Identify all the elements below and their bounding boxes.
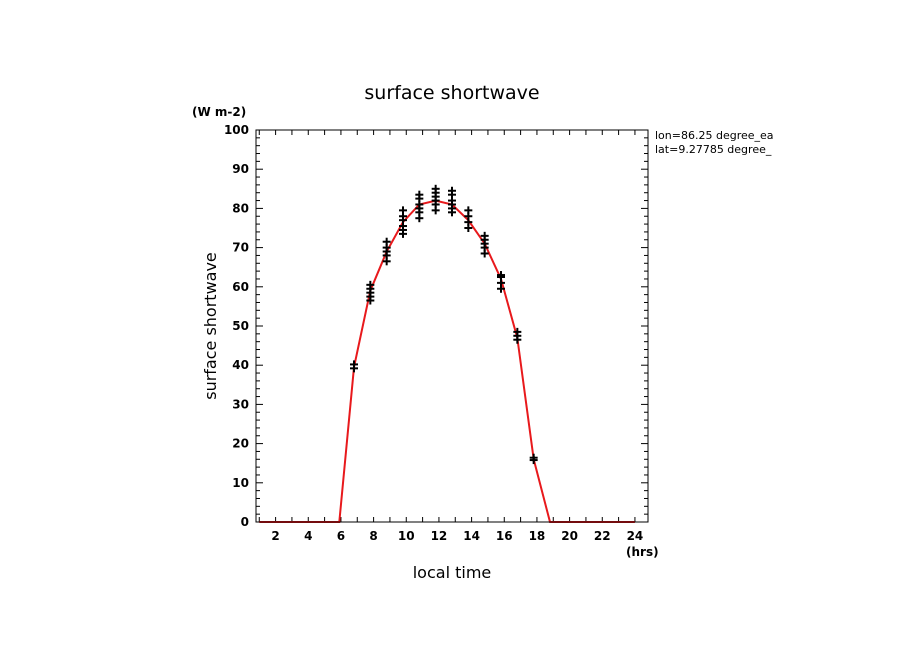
data-point-marker [497, 271, 505, 280]
data-point-marker [415, 190, 424, 199]
data-point-marker [448, 186, 456, 195]
data-point-marker [366, 280, 375, 289]
x-tick-label: 16 [496, 529, 513, 543]
y-tick-label: 0 [241, 515, 249, 529]
data-point-marker [350, 360, 358, 369]
data-point-marker [480, 231, 489, 240]
x-tick-label: 22 [594, 529, 611, 543]
data-point-marker [529, 453, 538, 462]
data-point-marker [513, 327, 522, 336]
x-tick-label: 10 [398, 529, 415, 543]
x-tick-label: 18 [529, 529, 546, 543]
y-tick-label: 90 [232, 162, 249, 176]
annotation-lon: lon=86.25 degree_ea [655, 129, 774, 142]
x-axis-unit: (hrs) [626, 545, 659, 559]
y-axis-title: surface shortwave [201, 252, 220, 400]
axis-tick-labels: 2 4 6 8 10 12 14 16 18 20 22 2401020304050607080901… [224, 123, 643, 543]
x-tick-label: 4 [304, 529, 312, 543]
x-tick-label: 14 [463, 529, 480, 543]
plot-frame [255, 129, 649, 523]
y-tick-label: 70 [232, 241, 249, 255]
chart-title: surface shortwave [364, 82, 539, 104]
x-tick-label: 24 [627, 529, 644, 543]
y-tick-label: 30 [232, 397, 249, 411]
plot-area [259, 184, 635, 523]
y-axis-unit: (W m-2) [192, 105, 246, 119]
x-tick-label: 8 [369, 529, 377, 543]
y-tick-label: 40 [232, 358, 249, 372]
x-tick-label: 6 [337, 529, 345, 543]
x-tick-label: 12 [431, 529, 448, 543]
y-tick-label: 100 [224, 123, 249, 137]
y-tick-label: 10 [232, 476, 249, 490]
y-tick-label: 50 [232, 319, 249, 333]
data-point-marker [431, 184, 440, 193]
y-tick-label: 80 [232, 201, 249, 215]
annotation-lat: lat=9.27785 degree_ [655, 143, 772, 156]
series-line [259, 199, 635, 523]
x-tick-label: 2 [271, 529, 279, 543]
x-axis-title: local time [413, 563, 492, 582]
y-tick-label: 60 [232, 280, 249, 294]
x-tick-label: 20 [561, 529, 578, 543]
data-point-marker [382, 237, 391, 246]
data-point-marker [464, 206, 473, 215]
data-point-marker [399, 206, 407, 215]
y-tick-label: 20 [232, 437, 249, 451]
